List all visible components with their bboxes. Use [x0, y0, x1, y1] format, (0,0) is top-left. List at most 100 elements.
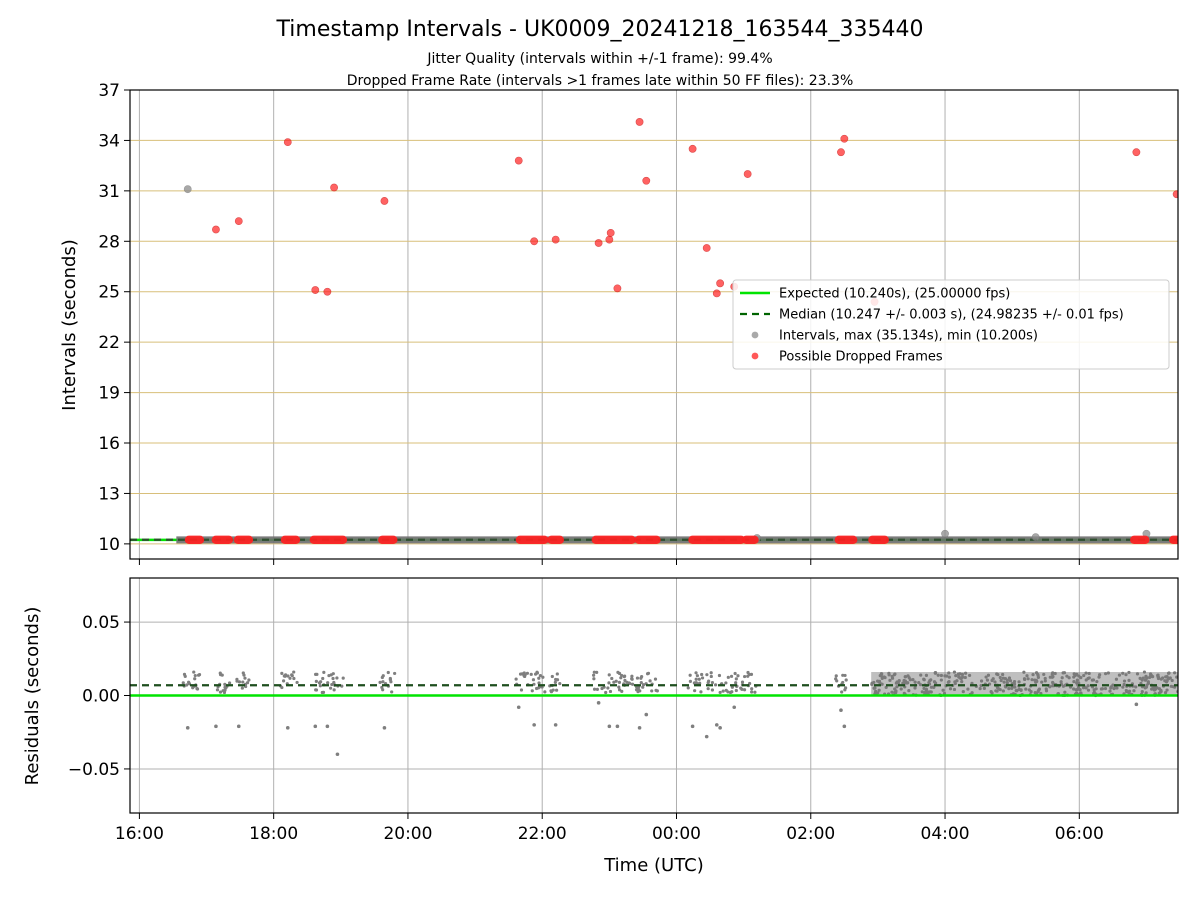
dropped-frame-point: [551, 235, 560, 244]
interval-point: [941, 529, 949, 538]
residual-point: [705, 673, 709, 677]
residual-point: [692, 681, 697, 685]
residual-point: [906, 681, 910, 685]
dropped-frame-point: [323, 287, 332, 296]
residual-point: [650, 689, 654, 693]
residual-outlier: [690, 724, 695, 729]
residual-point: [1117, 673, 1122, 677]
dropped-frame-point: [716, 279, 725, 288]
x-tick-label: 02:00: [786, 824, 835, 844]
residual-point: [750, 687, 754, 691]
intervals-frame: [129, 89, 1179, 560]
residual-point: [592, 687, 597, 691]
residual-point: [1165, 688, 1169, 692]
y-tick-label: 37: [98, 81, 120, 101]
residual-point: [280, 671, 284, 675]
residual-point: [907, 688, 911, 693]
residual-point: [1008, 679, 1013, 683]
residual-point: [724, 681, 728, 685]
residual-point: [870, 681, 874, 685]
residual-point: [595, 670, 599, 674]
residual-point: [1143, 686, 1147, 690]
residual-point: [1075, 688, 1079, 692]
residual-outlier: [704, 734, 709, 739]
x-axis-label: Time (UTC): [603, 855, 704, 876]
residual-point: [1040, 680, 1044, 684]
x-tick-label: 00:00: [652, 824, 701, 844]
residual-point: [620, 689, 624, 693]
residual-point: [243, 676, 247, 680]
residual-point: [1019, 688, 1023, 693]
residual-point: [290, 673, 294, 678]
residual-point: [964, 671, 968, 675]
y-tick-label: −0.05: [68, 760, 120, 780]
residual-point: [1017, 680, 1021, 684]
residual-outlier: [596, 701, 601, 705]
residual-point: [1175, 675, 1178, 679]
residual-point: [841, 673, 845, 677]
residual-point: [882, 675, 886, 679]
residual-point: [1163, 690, 1168, 695]
residual-point: [873, 686, 877, 690]
residual-point: [1051, 671, 1055, 675]
dropped-frame-cluster: [1168, 535, 1178, 545]
residual-point: [1060, 676, 1064, 680]
dropped-frame-cluster: [834, 535, 858, 545]
residual-point: [897, 679, 901, 683]
residual-point: [607, 681, 611, 685]
residual-point: [1092, 688, 1096, 692]
residual-point: [1144, 675, 1148, 679]
residual-point: [978, 687, 982, 691]
residual-point: [993, 680, 997, 684]
residual-point: [1127, 689, 1132, 693]
residual-point: [1005, 681, 1009, 685]
residual-point: [630, 682, 635, 686]
y-tick-label: 13: [98, 484, 120, 504]
residual-point: [1023, 677, 1027, 682]
y-tick-label: 19: [98, 384, 120, 404]
residual-point: [709, 674, 713, 679]
residual-point: [1007, 687, 1011, 691]
dropped-frame-cluster: [1130, 535, 1150, 545]
dropped-frame-point: [642, 176, 651, 185]
residual-point: [728, 690, 733, 695]
residual-outlier: [839, 708, 843, 712]
residual-point: [952, 670, 957, 674]
residual-point: [734, 681, 738, 685]
residual-point: [288, 676, 292, 680]
residual-point: [327, 673, 331, 678]
residual-point: [740, 680, 745, 684]
dropped-frame-cluster: [515, 535, 549, 545]
residual-point: [535, 671, 540, 675]
residual-point: [700, 676, 705, 680]
residual-point: [220, 673, 224, 677]
residual-point: [901, 681, 905, 685]
residual-point: [941, 688, 945, 692]
residual-point: [314, 672, 318, 676]
residual-point: [733, 671, 737, 676]
residual-point: [1072, 672, 1076, 676]
x-tick-label: 18:00: [249, 824, 298, 844]
y-tick-label: 28: [98, 232, 120, 252]
residual-point: [241, 680, 245, 684]
residual-point: [1048, 685, 1052, 689]
residual-point: [936, 673, 940, 677]
residual-point: [982, 686, 986, 690]
residual-point: [641, 683, 646, 687]
residual-outlier: [1134, 702, 1139, 707]
residual-point: [295, 680, 299, 685]
residual-point: [530, 689, 534, 693]
residual-point: [1164, 680, 1169, 684]
residual-point: [884, 685, 888, 690]
residual-point: [630, 674, 634, 678]
residual-point: [636, 690, 640, 694]
residual-point: [1068, 685, 1073, 689]
residual-point: [314, 679, 318, 683]
residual-point: [378, 680, 382, 685]
y-tick-label: 0.05: [82, 613, 120, 633]
residual-point: [393, 671, 397, 676]
residual-point: [1095, 679, 1099, 684]
y-tick-label: 16: [98, 434, 120, 454]
residual-point: [1151, 674, 1155, 679]
dropped-frame-point: [311, 286, 320, 294]
